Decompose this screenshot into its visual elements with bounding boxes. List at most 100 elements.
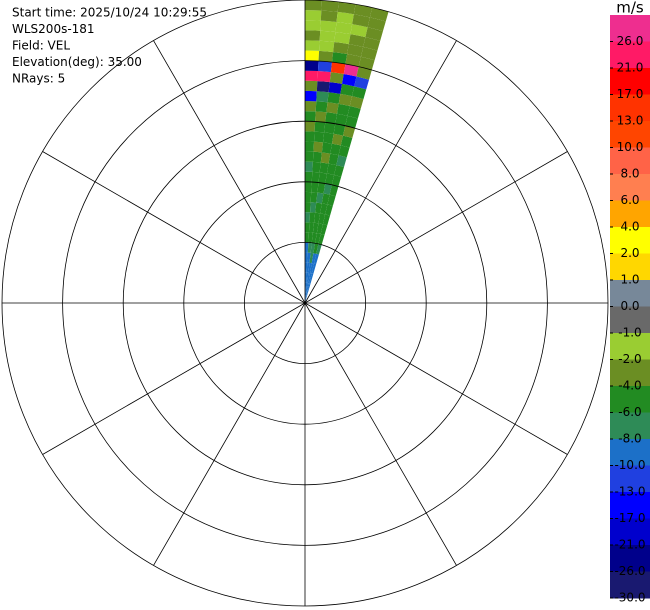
gate <box>334 165 344 177</box>
gate <box>333 42 349 55</box>
gate <box>314 131 325 143</box>
gate <box>305 70 318 82</box>
gate <box>327 194 336 206</box>
gate <box>347 106 361 119</box>
gate <box>323 132 334 144</box>
colorbar-label: 13.0 <box>617 114 644 128</box>
gate <box>324 122 336 134</box>
gate <box>305 151 314 162</box>
gate <box>305 262 308 273</box>
gate <box>316 91 329 103</box>
gate <box>351 86 367 100</box>
colorbar-swatch <box>610 147 650 175</box>
gate <box>316 192 324 204</box>
gate <box>340 83 355 97</box>
gate <box>317 71 331 83</box>
colorbar-swatch <box>610 174 650 201</box>
colorbar-swatch <box>610 412 650 440</box>
gate <box>338 93 352 107</box>
info-text: Field: VEL <box>12 39 70 53</box>
gate <box>337 103 350 116</box>
gate <box>307 283 311 294</box>
gate <box>315 101 328 113</box>
colorbar-label: -21.0 <box>614 538 645 552</box>
gate <box>313 141 324 153</box>
gate <box>318 172 327 184</box>
gate <box>320 10 338 22</box>
gate <box>331 133 344 146</box>
gate <box>306 272 309 283</box>
gate <box>315 202 322 214</box>
spoke <box>304 302 568 455</box>
gate <box>305 212 311 223</box>
colorbar-swatch <box>610 15 650 42</box>
gate <box>305 10 322 21</box>
gate <box>310 242 316 254</box>
info-text: WLS200s-181 <box>12 22 95 36</box>
gate <box>312 161 321 173</box>
gate <box>310 263 314 274</box>
colorbar-swatch <box>610 306 650 334</box>
colorbar-swatch <box>610 280 650 307</box>
gate <box>321 142 332 154</box>
gate <box>360 46 378 61</box>
colorbar-swatch <box>610 386 650 413</box>
gate <box>305 60 319 72</box>
colorbar-swatch <box>610 545 650 572</box>
gate <box>308 262 312 274</box>
gate <box>311 232 317 244</box>
gate <box>331 174 342 187</box>
gate <box>310 202 317 213</box>
colorbar-label: -13.0 <box>614 485 645 499</box>
gate <box>369 7 389 22</box>
gate <box>311 253 317 264</box>
gate <box>305 80 318 92</box>
gate <box>305 292 307 303</box>
gate <box>305 232 309 243</box>
gate <box>363 37 381 51</box>
gate <box>307 272 311 284</box>
gate <box>309 252 314 264</box>
gate <box>319 30 336 43</box>
colorbar-label: -8.0 <box>618 432 641 446</box>
gate <box>305 202 311 213</box>
gate <box>328 153 339 166</box>
colorbar-label: 1.0 <box>620 273 639 287</box>
gate <box>308 222 315 233</box>
gate <box>305 20 321 31</box>
gate <box>305 101 317 112</box>
gate <box>308 232 313 243</box>
spoke <box>304 302 457 566</box>
gate <box>306 283 310 294</box>
gate <box>320 152 331 164</box>
spoke <box>42 151 306 304</box>
gate <box>315 233 321 244</box>
gate <box>316 243 322 255</box>
colorbar-swatch <box>610 439 650 466</box>
gate <box>358 56 375 70</box>
gate <box>306 262 310 273</box>
gate <box>318 234 325 245</box>
gate <box>347 44 364 57</box>
gate <box>327 92 341 104</box>
gate <box>356 66 372 80</box>
gate <box>330 143 341 156</box>
colorbar-label: 21.0 <box>617 61 644 75</box>
gate <box>332 52 348 64</box>
spoke <box>42 302 306 455</box>
gate <box>305 161 313 172</box>
colorbar-label: -30.0 <box>614 591 645 605</box>
gate <box>338 145 350 158</box>
gate <box>305 40 320 51</box>
gate <box>350 24 368 38</box>
gate <box>305 272 307 283</box>
gate <box>305 0 322 11</box>
colorbar-swatch <box>610 333 650 360</box>
gate <box>312 151 322 163</box>
gate <box>321 193 330 205</box>
colorbar-label: 2.0 <box>620 246 639 260</box>
gate <box>305 191 312 203</box>
gate <box>337 1 356 15</box>
colorbar-swatch <box>610 94 650 122</box>
colorbar-swatch <box>610 492 650 519</box>
